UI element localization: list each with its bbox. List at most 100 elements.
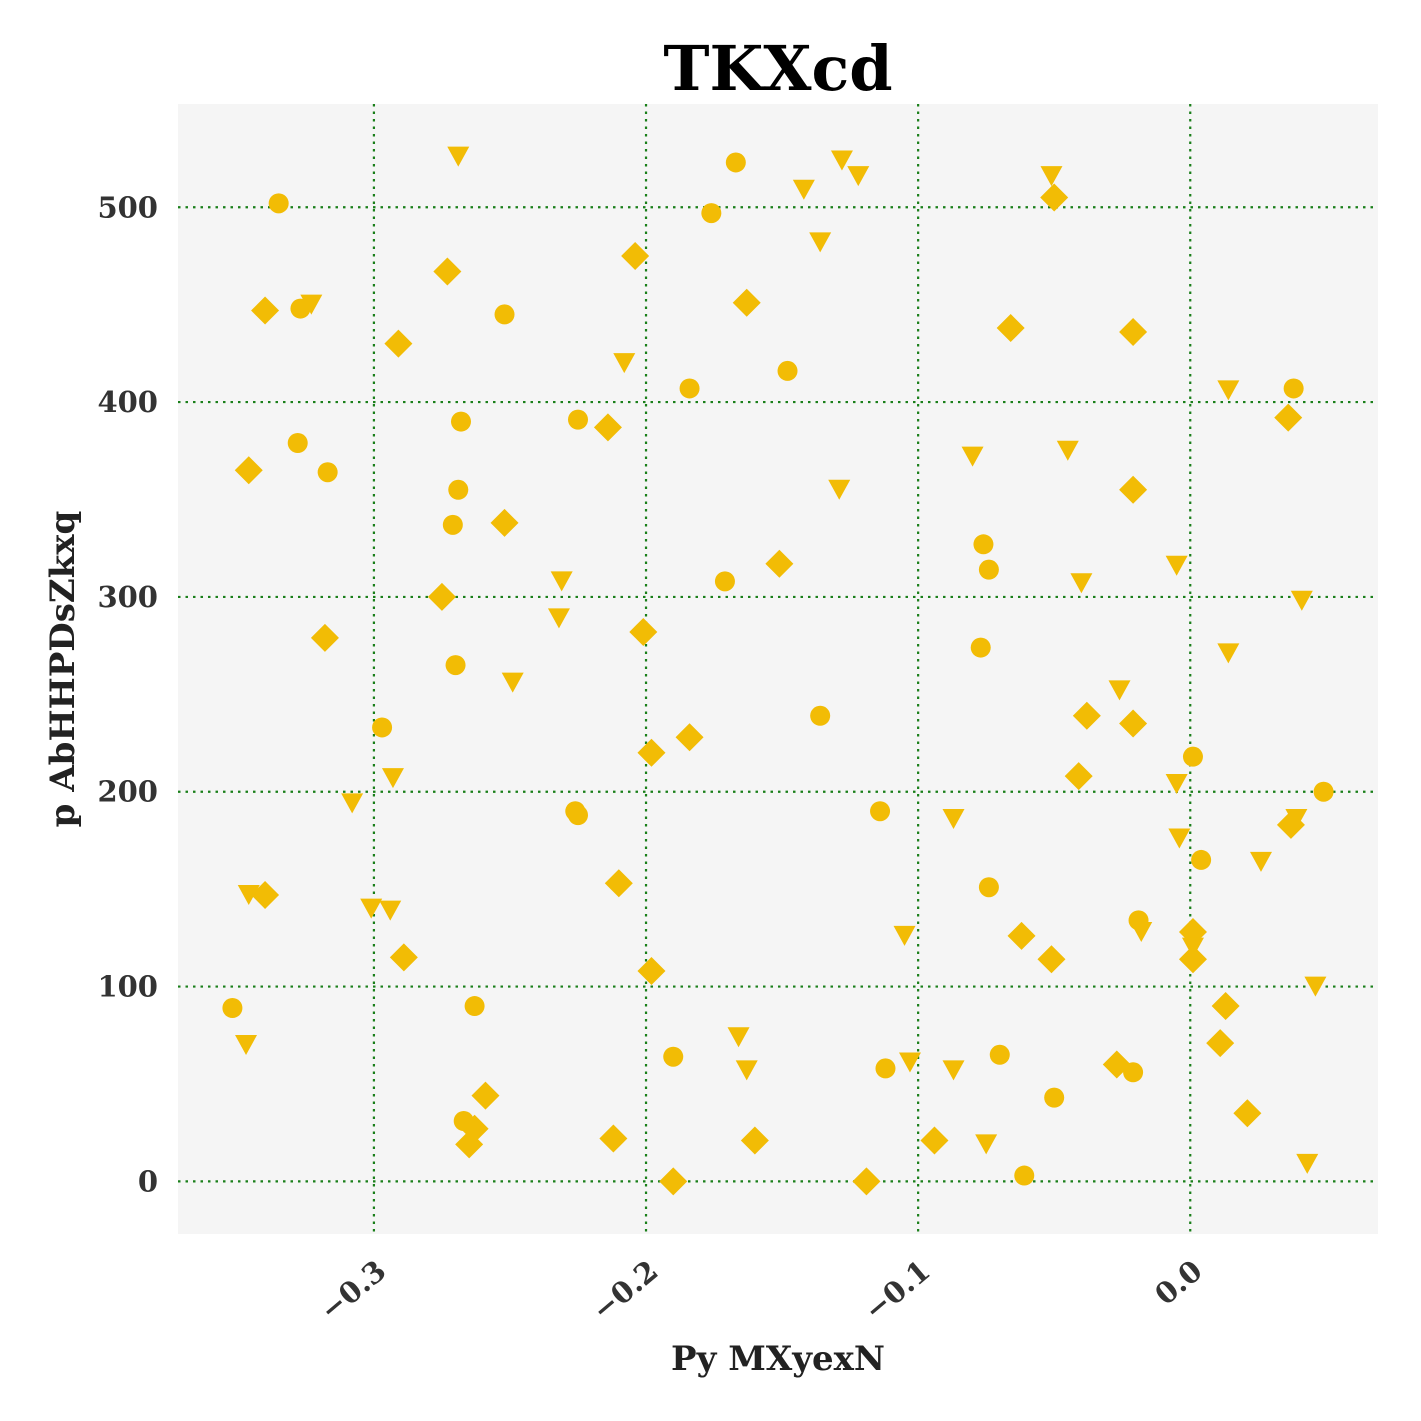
x-tick-label: 0.0 — [1148, 1253, 1209, 1311]
diamond-point — [389, 943, 418, 972]
diamond-point — [675, 723, 704, 752]
diamond-point — [629, 617, 658, 646]
diamond-point — [455, 1130, 484, 1159]
triangle-point — [360, 898, 383, 919]
diamond-point — [604, 869, 633, 898]
triangle-point — [379, 900, 402, 921]
triangle-point — [300, 294, 323, 315]
triangle-point — [341, 793, 364, 814]
y-tick-label: 100 — [97, 970, 158, 1004]
triangle-point — [975, 1134, 998, 1155]
diamond-point — [490, 508, 519, 537]
triangle-point — [1070, 573, 1093, 594]
diamond-point — [637, 738, 666, 767]
diamond-point — [1178, 945, 1207, 974]
data-points — [222, 146, 1334, 1196]
circle-point — [445, 655, 466, 676]
triangle-point — [1165, 555, 1188, 576]
chart-title: TKXcd — [663, 32, 892, 105]
diamond-point — [234, 456, 263, 485]
circle-point — [494, 304, 515, 325]
diamond-point — [471, 1081, 500, 1110]
diamond-point — [732, 288, 761, 317]
triangle-point — [550, 571, 573, 592]
triangle-point — [893, 925, 916, 946]
triangle-point — [942, 1060, 965, 1081]
circle-point — [973, 534, 994, 555]
triangle-point — [613, 353, 636, 374]
diamond-point — [996, 314, 1025, 343]
triangle-point — [1165, 773, 1188, 794]
diamond-point — [1072, 701, 1101, 730]
y-tick-label: 0 — [138, 1164, 158, 1198]
circle-point — [372, 717, 393, 738]
circle-point — [870, 801, 891, 822]
triangle-point — [1130, 922, 1153, 943]
circle-point — [1313, 781, 1334, 802]
diamond-point — [1233, 1099, 1262, 1128]
diamond-point — [427, 582, 456, 611]
circle-point — [317, 462, 338, 483]
diamond-point — [920, 1126, 949, 1155]
circle-point — [1044, 1087, 1065, 1108]
triangle-point — [1040, 166, 1063, 187]
circle-point — [978, 559, 999, 580]
circle-point — [989, 1044, 1010, 1065]
triangle-point — [547, 608, 570, 629]
triangle-point — [898, 1052, 921, 1073]
diamond-point — [593, 413, 622, 442]
triangle-point — [830, 150, 853, 171]
circle-point — [287, 433, 308, 453]
x-tick-label: −0.1 — [858, 1253, 937, 1327]
diamond-point — [1119, 475, 1148, 504]
circle-point — [714, 571, 735, 592]
y-tick-label: 300 — [97, 580, 158, 614]
triangle-point — [1108, 680, 1131, 701]
circle-point — [448, 479, 469, 500]
triangle-point — [1217, 643, 1240, 664]
x-tick-label: −0.2 — [585, 1253, 664, 1327]
triangle-point — [828, 479, 851, 500]
circle-point — [222, 998, 243, 1018]
triangle-point — [1285, 809, 1308, 830]
diamond-point — [599, 1124, 628, 1153]
triangle-point — [961, 446, 984, 467]
circle-point — [1014, 1165, 1035, 1186]
diamond-point — [1274, 403, 1303, 432]
diamond-point — [1206, 1029, 1235, 1058]
diamond-point — [310, 623, 339, 652]
circle-point — [568, 805, 588, 826]
circle-point — [679, 378, 700, 399]
triangle-point — [847, 166, 870, 187]
circle-point — [464, 996, 485, 1017]
circle-point — [810, 705, 831, 726]
y-tick-label: 200 — [97, 775, 158, 809]
triangle-point — [1217, 380, 1240, 401]
diamond-point — [1211, 992, 1240, 1021]
circle-point — [1283, 378, 1304, 399]
circle-point — [268, 193, 289, 214]
x-tick-label: −0.3 — [313, 1253, 392, 1327]
triangle-point — [1249, 851, 1272, 872]
circle-point — [1191, 849, 1212, 870]
circle-point — [442, 514, 463, 535]
diamond-point — [1007, 921, 1036, 950]
circle-point — [701, 203, 722, 224]
diamond-point — [852, 1167, 881, 1196]
x-axis-label: Py MXyexN — [671, 1339, 885, 1379]
circle-point — [970, 637, 991, 658]
diamond-point — [1064, 762, 1093, 791]
triangle-point — [809, 232, 832, 253]
plot-background — [178, 104, 1378, 1234]
diamond-point — [637, 956, 666, 985]
triangle-point — [235, 1035, 258, 1056]
triangle-point — [727, 1027, 750, 1048]
circle-point — [978, 877, 999, 898]
grid-lines — [178, 104, 1378, 1234]
diamond-point — [251, 296, 280, 325]
diamond-point — [765, 549, 794, 578]
y-tick-label: 500 — [97, 190, 158, 224]
triangle-point — [1296, 1153, 1319, 1174]
circle-point — [777, 360, 798, 381]
